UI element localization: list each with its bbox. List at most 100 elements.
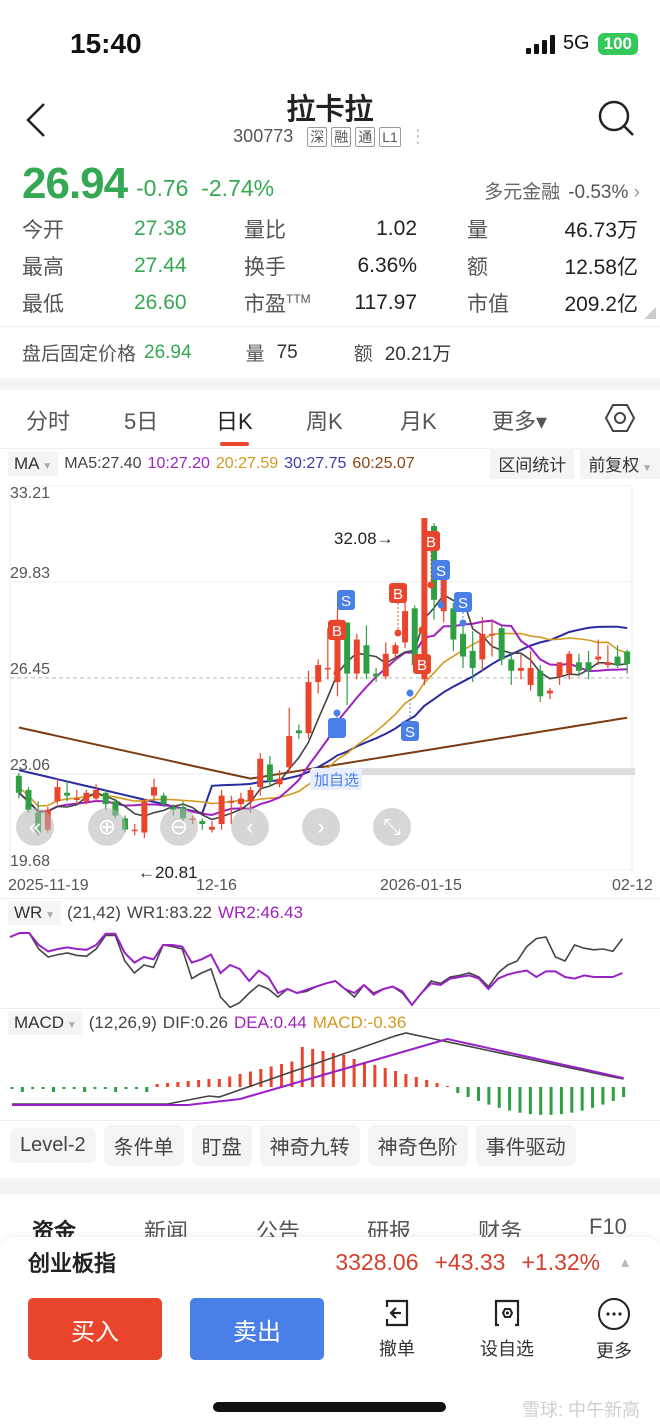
stat-label: 今开	[22, 218, 64, 242]
home-indicator[interactable]	[213, 1402, 446, 1412]
ma5-value: MA5:27.40	[64, 454, 142, 472]
dropdown-icon: ▼	[639, 463, 652, 474]
index-percent: +1.32%	[521, 1248, 601, 1275]
dropdown-icon: ▼	[39, 460, 53, 472]
tab-intraday[interactable]: 分时	[26, 409, 71, 434]
svg-text:26.45: 26.45	[10, 661, 50, 678]
svg-text:29.83: 29.83	[10, 565, 50, 582]
settings-hexagon-icon[interactable]	[604, 402, 636, 434]
stat-label: 最低	[22, 292, 64, 316]
tab-5day[interactable]: 5日	[124, 409, 159, 434]
ma10-value: 10:27.20	[147, 454, 210, 472]
stock-name: 拉卡拉	[286, 94, 374, 126]
buy-button[interactable]: 买入	[28, 1298, 162, 1360]
tab-f10[interactable]: F10	[589, 1214, 627, 1239]
more-button[interactable]: 更多	[584, 1295, 644, 1363]
more-icon	[598, 1298, 630, 1330]
stat-label: 换手	[244, 255, 286, 279]
ma30-value: 30:27.75	[284, 454, 347, 472]
status-time: 15:40	[70, 28, 142, 59]
scroll-left-icon[interactable]: ‹	[231, 808, 269, 846]
tool-level2[interactable]: Level-2	[10, 1128, 96, 1163]
sell-button[interactable]: 卖出	[190, 1298, 324, 1360]
tab-daily-k[interactable]: 日K	[216, 404, 253, 446]
wr2-value: WR2:46.43	[217, 903, 303, 922]
adjust-selector[interactable]: 前复权 ▼	[580, 448, 660, 479]
tool-event-driven[interactable]: 事件驱动	[475, 1125, 576, 1166]
stat-value: 12.58亿	[564, 255, 638, 279]
wr-header: WR ▼ (21,42) WR1:83.22 WR2:46.43	[8, 901, 303, 925]
index-value: 3328.06	[335, 1248, 419, 1275]
dropdown-icon: ▼	[42, 910, 56, 921]
stat-value: 117.97	[354, 290, 417, 314]
ma60-value: 60:25.07	[352, 454, 415, 472]
interval-stats-button[interactable]: 区间统计	[490, 448, 575, 479]
stat-value: 27.44	[134, 253, 187, 277]
tool-watch[interactable]: 盯盘	[191, 1125, 252, 1166]
expand-up-icon[interactable]: ▲	[618, 1254, 632, 1270]
kline-chart[interactable]: 33.21 29.83 26.45 23.06 19.68 2025-11-19 12-16…	[0, 478, 660, 898]
tool-magic-color[interactable]: 神奇色阶	[367, 1125, 468, 1166]
stat-row: 今开 27.38 量比 1.02 量 46.73万	[22, 210, 638, 247]
after-hours-row: 盘后固定价格 26.94 量 75 额 20.21万	[0, 326, 660, 378]
svg-text:S: S	[405, 724, 415, 741]
candlestick-chart[interactable]: 33.21 29.83 26.45 23.06 19.68 2025-11-19 12-16…	[0, 478, 660, 898]
scroll-start-icon[interactable]: «	[16, 808, 54, 846]
fullscreen-icon[interactable]: ⤡	[373, 808, 411, 846]
macd-panel: MACD ▼ (12,26,9) DIF:0.26 DEA:0.44 MACD:…	[0, 1008, 660, 1120]
svg-text:2025-11-19: 2025-11-19	[8, 877, 89, 894]
search-icon[interactable]	[596, 98, 636, 138]
after-amt-value: 20.21万	[384, 344, 452, 365]
index-ticker[interactable]: 创业板指 3328.06 +43.33 +1.32% ▲	[0, 1237, 660, 1287]
svg-text:19.68: 19.68	[10, 853, 50, 870]
stat-value: 26.60	[134, 290, 187, 314]
back-icon[interactable]	[22, 100, 52, 140]
tab-weekly-k[interactable]: 周K	[306, 409, 343, 434]
macd-value: MACD:-0.36	[312, 1013, 407, 1032]
stat-label: 市值	[467, 292, 509, 316]
ma-selector[interactable]: MA ▼	[8, 451, 59, 476]
divider	[0, 1178, 660, 1194]
more-dots-icon[interactable]: ⋮	[408, 126, 427, 146]
expand-corner-icon[interactable]	[644, 307, 656, 319]
tag-shenzhen: 深	[307, 126, 328, 147]
zoom-out-icon[interactable]: ⊖	[160, 808, 198, 846]
tab-monthly-k[interactable]: 月K	[400, 409, 437, 434]
watchlist-icon	[494, 1299, 520, 1327]
sector-link[interactable]: 多元金融 -0.53% ›	[484, 177, 640, 204]
ma-indicator-bar: MA ▼ MA5:27.40 10:27.20 20:27.59 30:27.75 60…	[0, 448, 660, 479]
cancel-order-button[interactable]: 撤单	[367, 1295, 427, 1361]
wr-selector-label: WR	[14, 903, 43, 922]
macd-params: (12,26,9)	[88, 1013, 157, 1032]
cancel-order-label: 撤单	[379, 1339, 415, 1359]
tab-more[interactable]: 更多▾	[492, 409, 548, 434]
wr-selector[interactable]: WR ▼	[8, 901, 62, 925]
change-percent: -2.74%	[201, 175, 275, 201]
stat-value: 46.73万	[564, 218, 638, 242]
add-watchlist-button[interactable]: 设自选	[477, 1295, 537, 1361]
tool-conditional-order[interactable]: 条件单	[103, 1125, 184, 1166]
dif-value: DIF:0.26	[162, 1013, 228, 1032]
sector-name: 多元金融	[484, 182, 561, 203]
zoom-in-icon[interactable]: ⊕	[88, 808, 126, 846]
pe-label: 市盈	[244, 292, 286, 316]
scroll-right-icon[interactable]: ›	[302, 808, 340, 846]
more-label: 更多	[596, 1341, 632, 1361]
stat-row: 最低 26.60 市盈TTM 117.97 市值 209.2亿	[22, 284, 638, 321]
ma-selector-label: MA	[14, 453, 40, 473]
stat-value: 6.36%	[357, 253, 417, 277]
macd-selector[interactable]: MACD ▼	[8, 1011, 83, 1035]
tool-magic-nine[interactable]: 神奇九转	[259, 1125, 360, 1166]
tag-connect: 通	[355, 126, 376, 147]
stat-label: 最高	[22, 255, 64, 279]
dropdown-icon: ▼	[64, 1020, 77, 1031]
after-vol-value: 75	[276, 341, 298, 363]
wr-panel: WR ▼ (21,42) WR1:83.22 WR2:46.43	[0, 898, 660, 1009]
svg-text:B: B	[426, 534, 436, 551]
stock-code-row: 300773 深 融 通 L1 ⋮	[0, 126, 660, 147]
after-hours-label: 盘后固定价格	[22, 344, 137, 365]
macd-header: MACD ▼ (12,26,9) DIF:0.26 DEA:0.44 MACD:…	[8, 1011, 406, 1035]
macd-chart	[10, 1032, 626, 1115]
cancel-order-icon	[385, 1299, 409, 1327]
svg-text:B: B	[332, 623, 342, 640]
